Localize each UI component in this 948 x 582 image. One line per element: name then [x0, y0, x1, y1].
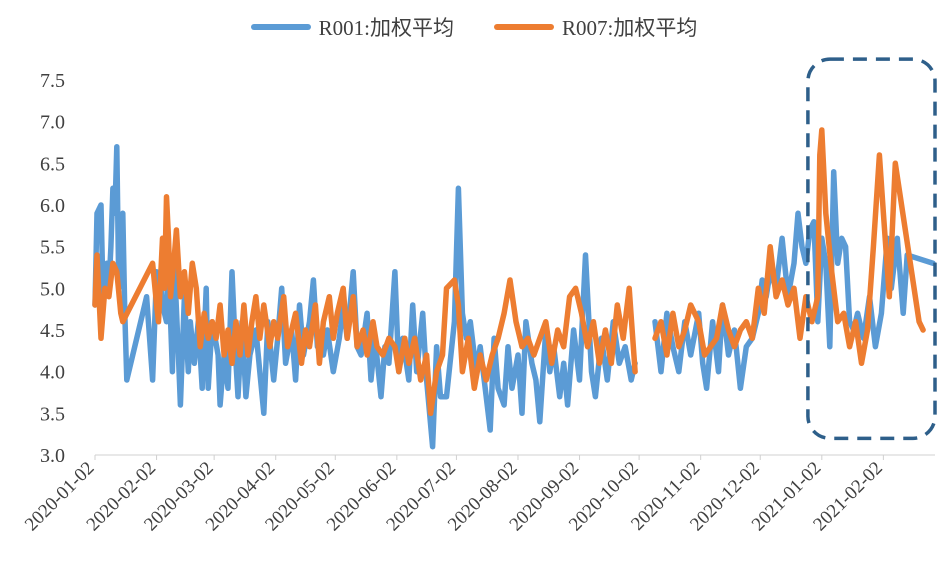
y-tick-label: 4.5: [40, 320, 65, 342]
highlight-box: [806, 57, 937, 441]
y-tick-label: 3.0: [40, 445, 65, 467]
legend-swatch-r001: [250, 24, 311, 30]
legend-label-r007: R007:加权平均: [562, 16, 698, 40]
y-tick-label: 5.0: [40, 278, 65, 300]
y-tick-label: 5.5: [40, 237, 65, 259]
legend-swatch-r007: [494, 24, 554, 30]
legend: R001:加权平均 R007:加权平均: [0, 12, 948, 42]
series-line-r007-segment-2: [652, 127, 926, 367]
y-tick-label: 7.5: [40, 70, 65, 92]
y-tick-label: 7.0: [40, 112, 65, 134]
y-tick-label: 3.5: [40, 403, 65, 425]
series-line-r001-segment-1: [92, 143, 638, 450]
y-tick-label: 6.5: [40, 153, 65, 175]
legend-label-r001: R001:加权平均: [318, 16, 454, 40]
y-tick-label: 6.0: [40, 195, 65, 217]
legend-item-r001: R001:加权平均: [250, 12, 454, 42]
y-tick-label: 4.0: [40, 362, 65, 384]
legend-item-r007: R007:加权平均: [494, 12, 697, 42]
series-line-r007-segment-1: [92, 193, 638, 417]
